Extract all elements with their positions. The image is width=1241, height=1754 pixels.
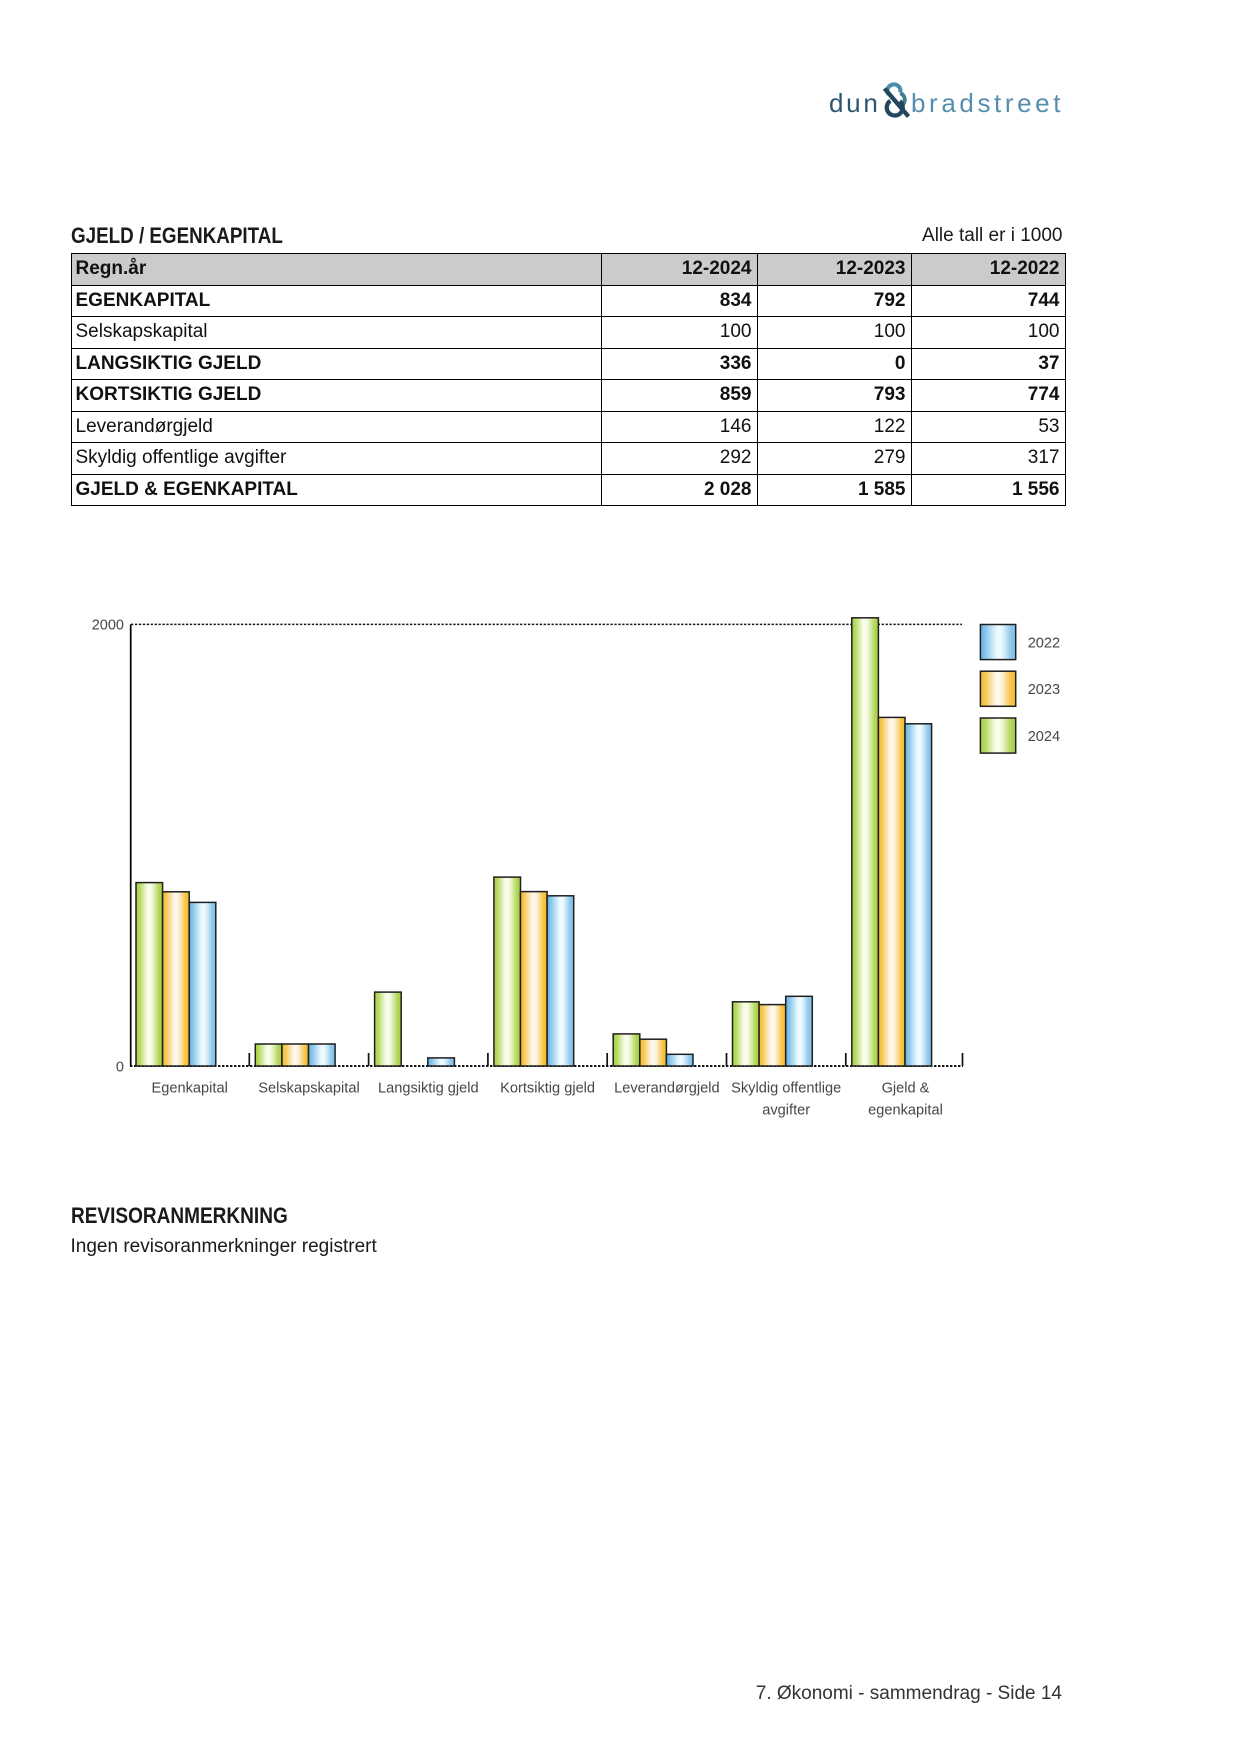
svg-text:2000: 2000 bbox=[92, 618, 124, 634]
svg-text:2023: 2023 bbox=[1028, 682, 1060, 698]
svg-text:Selskapskapital: Selskapskapital bbox=[258, 1081, 359, 1097]
svg-text:2022: 2022 bbox=[1028, 635, 1060, 651]
svg-text:2024: 2024 bbox=[1028, 729, 1060, 745]
svg-text:avgifter: avgifter bbox=[762, 1102, 810, 1118]
svg-text:0: 0 bbox=[116, 1060, 124, 1076]
svg-text:Skyldig offentlige: Skyldig offentlige bbox=[731, 1081, 841, 1097]
svg-text:Gjeld &: Gjeld & bbox=[882, 1081, 930, 1097]
svg-text:Kortsiktig gjeld: Kortsiktig gjeld bbox=[500, 1081, 595, 1097]
svg-text:Langsiktig gjeld: Langsiktig gjeld bbox=[378, 1081, 479, 1097]
svg-text:egenkapital: egenkapital bbox=[868, 1102, 943, 1118]
svg-text:Egenkapital: Egenkapital bbox=[152, 1081, 228, 1097]
svg-text:Leverandørgjeld: Leverandørgjeld bbox=[614, 1081, 719, 1097]
